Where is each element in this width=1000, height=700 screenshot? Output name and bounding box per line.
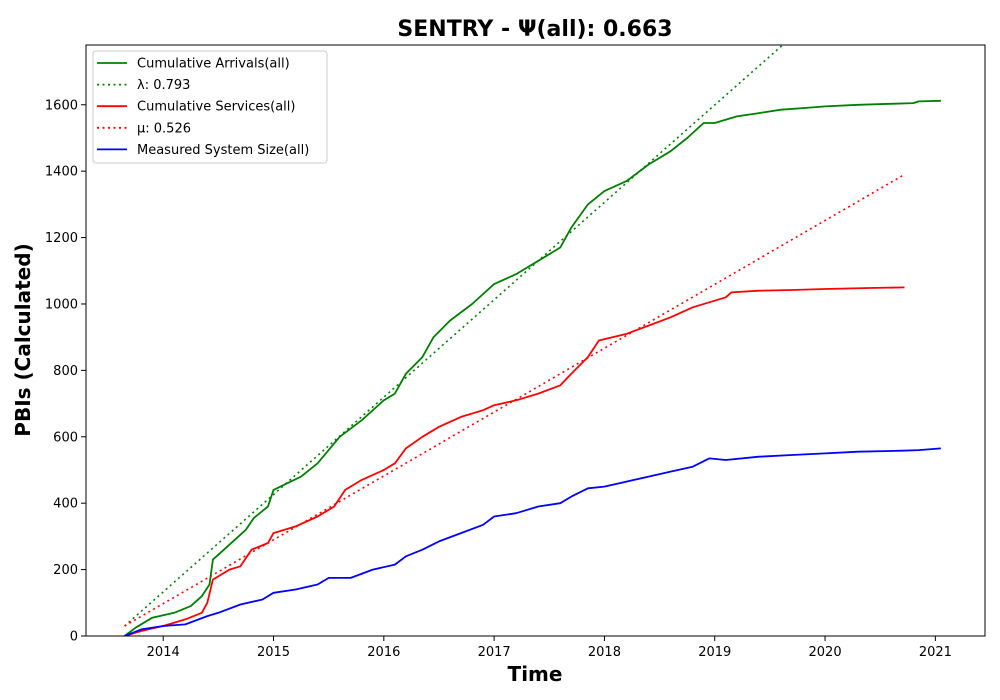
y-tick-label: 1200 xyxy=(45,231,78,246)
series-line-1 xyxy=(124,45,784,627)
legend-box xyxy=(92,50,328,164)
x-tick-label: 2018 xyxy=(588,645,621,660)
x-axis-title: Time xyxy=(508,662,563,686)
legend-label: λ: 0.793 xyxy=(137,78,190,93)
y-axis-title: PBIs (Calculated) xyxy=(11,243,35,436)
y-tick-label: 600 xyxy=(53,430,78,445)
x-tick-label: 2017 xyxy=(478,645,511,660)
series-line-3 xyxy=(124,173,905,627)
x-tick-label: 2019 xyxy=(698,645,731,660)
legend-label: Measured System Size(all) xyxy=(137,143,309,158)
series-line-4 xyxy=(124,447,941,636)
legend-label: μ: 0.526 xyxy=(137,121,191,136)
y-tick-label: 0 xyxy=(70,630,78,645)
x-tick-label: 2014 xyxy=(147,645,180,660)
legend-label: Cumulative Services(all) xyxy=(137,100,295,115)
y-tick-label: 200 xyxy=(53,563,78,578)
y-tick-label: 800 xyxy=(53,364,78,379)
y-tick-label: 1000 xyxy=(45,297,78,312)
legend-label: Cumulative Arrivals(all) xyxy=(137,57,290,72)
x-tick-label: 2015 xyxy=(257,645,290,660)
x-tick-label: 2021 xyxy=(919,645,952,660)
x-tick-label: 2016 xyxy=(367,645,400,660)
y-tick-label: 1400 xyxy=(45,165,78,180)
legend: Cumulative Arrivals(all) λ: 0.793 Cumulati… xyxy=(92,50,328,164)
series-line-0 xyxy=(124,99,941,636)
y-tick-label: 1600 xyxy=(45,98,78,113)
chart-title: SENTRY - Ψ(all): 0.663 xyxy=(397,17,672,42)
plot-frame xyxy=(85,44,986,637)
x-tick-label: 2020 xyxy=(809,645,842,660)
y-tick-label: 400 xyxy=(53,497,78,512)
series-line-2 xyxy=(124,286,905,636)
